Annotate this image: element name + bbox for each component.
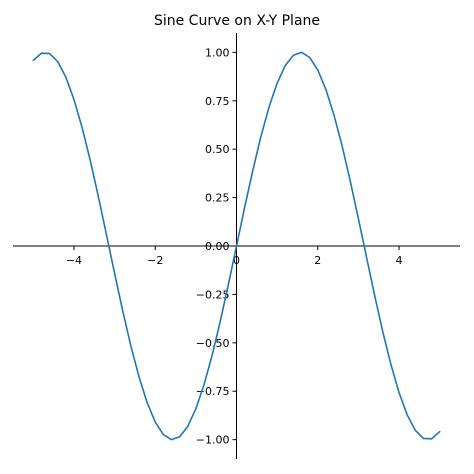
- chart-title: Sine Curve on X-Y Plane: [154, 13, 320, 29]
- y-tick-label: 0.75: [205, 95, 230, 108]
- series-layer: [32, 51, 441, 441]
- y-tick-label: 0.50: [205, 143, 230, 156]
- x-tick-label: 0: [233, 254, 240, 267]
- y-tick-label: 0.00: [205, 240, 230, 253]
- y-tick-label: −0.50: [196, 337, 230, 350]
- y-tick-label: −1.00: [196, 434, 230, 447]
- y-tick-label: 0.25: [205, 192, 230, 205]
- sine-line: [32, 51, 441, 441]
- x-tick-label: −4: [66, 254, 82, 267]
- y-tick-label: −0.75: [196, 385, 230, 398]
- y-tick-label: −0.25: [196, 288, 230, 301]
- y-tick-label: 1.00: [205, 46, 230, 59]
- x-tick-label: −2: [147, 254, 163, 267]
- x-tick-label: 4: [396, 254, 403, 267]
- x-tick-label: 2: [314, 254, 321, 267]
